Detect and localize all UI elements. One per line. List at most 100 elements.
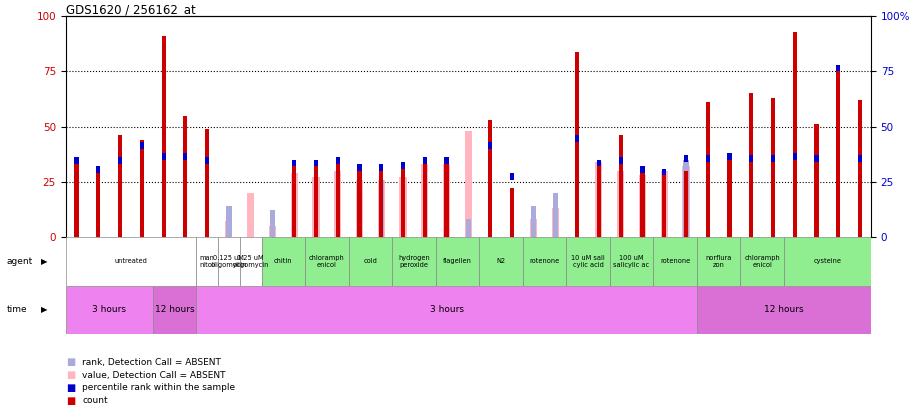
Bar: [770, 98, 774, 237]
Text: rotenone: rotenone: [660, 258, 690, 264]
Text: time: time: [6, 305, 27, 314]
Text: ■: ■: [66, 357, 75, 367]
Text: rank, Detection Call = ABSENT: rank, Detection Call = ABSENT: [82, 358, 220, 367]
Bar: [529, 219, 537, 237]
Bar: [292, 160, 296, 166]
Bar: [75, 160, 78, 237]
Bar: [421, 164, 428, 237]
Bar: [226, 206, 231, 237]
Bar: [727, 153, 731, 237]
Bar: [748, 94, 752, 237]
Text: hydrogen
peroxide: hydrogen peroxide: [397, 255, 429, 268]
Bar: [617, 171, 623, 237]
Bar: [814, 124, 818, 237]
Bar: [183, 153, 188, 160]
Text: chloramph
enicol: chloramph enicol: [309, 255, 344, 268]
Text: ▶: ▶: [41, 257, 47, 266]
Text: count: count: [82, 396, 107, 405]
Bar: [857, 155, 861, 162]
Bar: [152, 286, 196, 334]
Text: N2: N2: [496, 258, 505, 264]
Bar: [444, 162, 448, 237]
Bar: [596, 160, 600, 237]
Bar: [509, 173, 514, 179]
Bar: [118, 158, 122, 164]
Bar: [66, 286, 152, 334]
Bar: [401, 162, 404, 168]
Bar: [509, 188, 514, 237]
Text: norflura
zon: norflura zon: [704, 255, 731, 268]
Bar: [225, 222, 232, 237]
Text: ▶: ▶: [41, 305, 47, 314]
Bar: [740, 237, 783, 286]
Bar: [291, 173, 298, 237]
Bar: [66, 237, 196, 286]
Bar: [792, 153, 796, 160]
Bar: [596, 160, 600, 166]
Bar: [595, 162, 602, 237]
Bar: [348, 237, 392, 286]
Bar: [783, 237, 870, 286]
Bar: [335, 158, 340, 164]
Bar: [183, 115, 188, 237]
Bar: [357, 164, 361, 171]
Text: flagellen: flagellen: [443, 258, 471, 264]
Text: man
nitol: man nitol: [200, 255, 214, 268]
Bar: [444, 158, 448, 164]
Text: 100 uM
salicylic ac: 100 uM salicylic ac: [613, 255, 649, 268]
Bar: [335, 162, 340, 237]
Text: value, Detection Call = ABSENT: value, Detection Call = ABSENT: [82, 371, 225, 379]
Bar: [379, 164, 383, 171]
Bar: [443, 164, 450, 237]
Bar: [205, 129, 209, 237]
Bar: [422, 162, 426, 237]
Bar: [696, 237, 740, 286]
Bar: [640, 166, 644, 173]
Bar: [357, 166, 361, 237]
Bar: [814, 155, 818, 162]
Bar: [205, 158, 209, 164]
Text: 10 uM sali
cylic acid: 10 uM sali cylic acid: [570, 255, 604, 268]
Text: ■: ■: [66, 370, 75, 380]
Bar: [139, 142, 144, 149]
Bar: [705, 102, 709, 237]
Bar: [240, 237, 261, 286]
Text: 1.25 uM
oligomycin: 1.25 uM oligomycin: [232, 255, 269, 268]
Bar: [609, 237, 652, 286]
Bar: [770, 155, 774, 162]
Bar: [618, 135, 622, 237]
Text: 0.125 uM
oligomycin: 0.125 uM oligomycin: [210, 255, 247, 268]
Bar: [139, 140, 144, 237]
Bar: [661, 168, 666, 237]
Bar: [835, 65, 839, 71]
Bar: [355, 179, 363, 237]
Text: percentile rank within the sample: percentile rank within the sample: [82, 384, 235, 392]
Bar: [422, 158, 426, 164]
Text: 3 hours: 3 hours: [92, 305, 126, 314]
Text: agent: agent: [6, 257, 33, 266]
Text: cold: cold: [363, 258, 377, 264]
Bar: [465, 131, 471, 237]
Bar: [292, 166, 296, 237]
Bar: [748, 155, 752, 162]
Bar: [196, 237, 218, 286]
Bar: [696, 286, 870, 334]
Bar: [97, 166, 100, 173]
Bar: [618, 158, 622, 164]
Bar: [97, 173, 100, 237]
Bar: [312, 177, 319, 237]
Text: 12 hours: 12 hours: [155, 305, 194, 314]
Bar: [261, 237, 305, 286]
Bar: [247, 193, 254, 237]
Bar: [487, 120, 492, 237]
Bar: [161, 36, 166, 237]
Bar: [75, 158, 78, 164]
Bar: [638, 175, 645, 237]
Bar: [401, 164, 404, 237]
Bar: [270, 211, 275, 237]
Bar: [399, 177, 406, 237]
Text: cysteine: cysteine: [813, 258, 841, 264]
Bar: [313, 160, 318, 166]
Text: untreated: untreated: [115, 258, 148, 264]
Bar: [465, 219, 471, 237]
